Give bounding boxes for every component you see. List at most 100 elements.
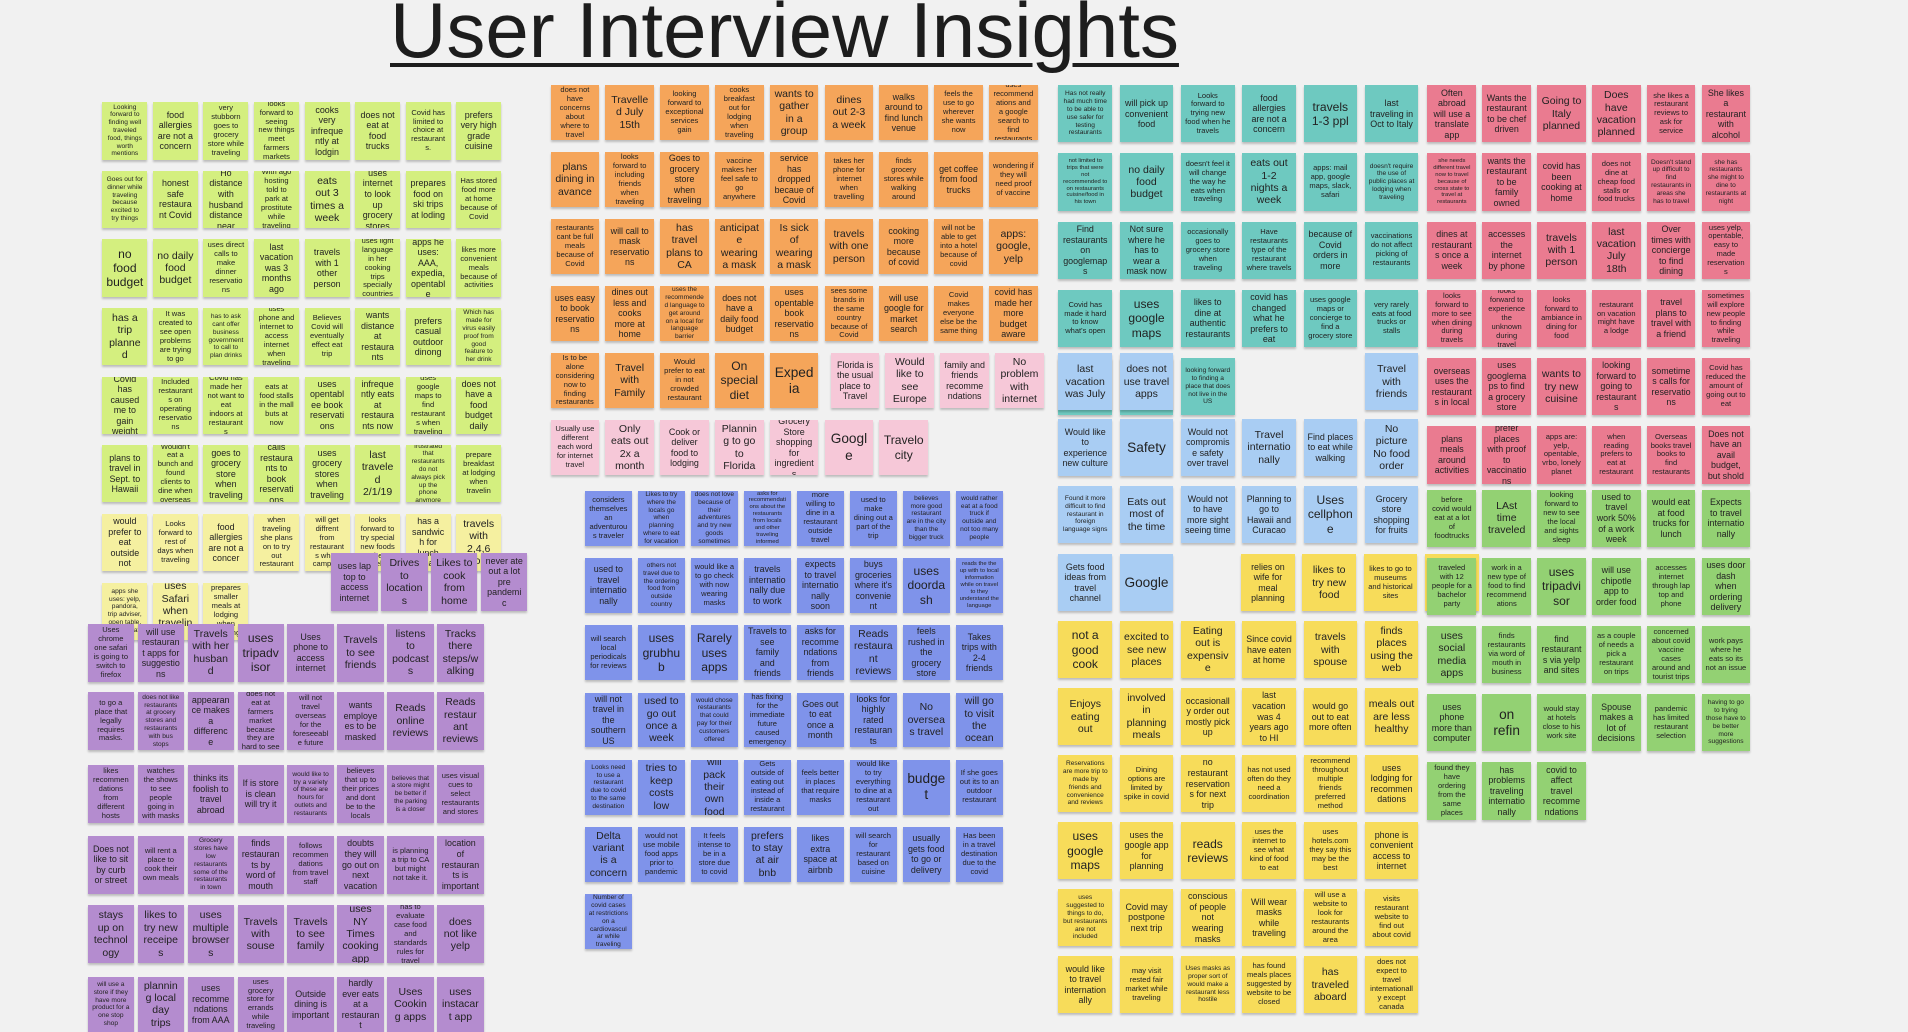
sticky-note-red[interactable]: wants the restaurant to be family owned bbox=[1482, 153, 1532, 211]
sticky-note-purple[interactable]: uses NY Times cooking app bbox=[337, 904, 384, 964]
sticky-note-green[interactable]: accesses internet through lap top and ph… bbox=[1646, 557, 1696, 616]
sticky-note-orange[interactable]: wondering if they will need proof of vac… bbox=[989, 152, 1038, 208]
sticky-note-red[interactable]: sometimes will explore new people to fin… bbox=[1701, 289, 1751, 348]
sticky-note-orange[interactable]: feels the use to go wherever she wants n… bbox=[934, 85, 983, 141]
sticky-note-blue[interactable]: Travels to see family and friends bbox=[743, 625, 792, 681]
sticky-note-blue[interactable]: Number of covid cases at restrictions on… bbox=[584, 894, 633, 950]
sticky-note-green[interactable]: finds restaurants via word of mouth in b… bbox=[1482, 626, 1532, 684]
sticky-note-lime[interactable]: looks forward to seeing new things meet … bbox=[253, 102, 299, 160]
sticky-note-lime[interactable]: does not have a food budget daily bbox=[456, 376, 502, 434]
sticky-note-orange[interactable]: will call to mask reservations bbox=[605, 219, 655, 275]
sticky-note-orange[interactable]: restaurants cant be full meals because o… bbox=[550, 219, 600, 275]
sticky-note-teal[interactable]: uses google maps or concierge to find a … bbox=[1303, 289, 1358, 348]
sticky-note-red[interactable]: dines at restaurants once a week bbox=[1427, 221, 1477, 279]
sticky-note-pink[interactable]: Planning to go to Florida bbox=[714, 420, 764, 475]
sticky-note-red[interactable]: sometimes calls for reservations bbox=[1646, 358, 1696, 416]
sticky-note-orange[interactable]: Is to be alone considering now to findin… bbox=[550, 353, 600, 409]
sticky-note-purple[interactable]: uses recommendations from AAA bbox=[187, 976, 234, 1032]
sticky-note-purple[interactable]: hardly ever eats at a restaurant bbox=[337, 976, 384, 1032]
sticky-note-pink[interactable]: Google bbox=[824, 420, 874, 475]
sticky-note-orange[interactable]: dines out 2-3 a week bbox=[824, 85, 874, 141]
sticky-note-light_blue[interactable]: does not use travel apps bbox=[1119, 353, 1174, 411]
sticky-note-orange[interactable]: Would prefer to eat in not crowded resta… bbox=[660, 353, 709, 409]
sticky-note-light_blue[interactable]: Would like to experience new culture bbox=[1058, 418, 1113, 477]
sticky-note-red[interactable]: she needs different travel now to travel… bbox=[1427, 153, 1477, 211]
sticky-note-purple[interactable]: will not travel overseas for the foresee… bbox=[287, 691, 334, 751]
sticky-note-blue[interactable]: has fixing for the immediate future caus… bbox=[743, 692, 792, 748]
sticky-note-purple[interactable]: Likes to cook from home bbox=[431, 552, 478, 612]
sticky-note-orange[interactable]: has travel plans to CA bbox=[660, 219, 709, 275]
sticky-note-purple[interactable]: Does not like to sit by curb or street bbox=[87, 835, 134, 894]
sticky-note-orange[interactable]: does not have a daily food budget bbox=[714, 286, 764, 342]
sticky-note-purple[interactable]: finds restaurants by word of mouth bbox=[237, 835, 284, 894]
sticky-note-green[interactable]: on refin bbox=[1482, 694, 1532, 752]
sticky-note-teal[interactable]: likes to dine at authentic restaurants bbox=[1180, 289, 1235, 348]
sticky-note-lime[interactable]: last traveled 2/1/19 bbox=[355, 445, 401, 503]
sticky-note-orange[interactable]: uses easy to book reservations bbox=[550, 286, 600, 342]
sticky-note-lime[interactable]: Goes out for dinner while traveling beca… bbox=[102, 170, 148, 229]
sticky-note-teal[interactable]: uses googlemaps bbox=[1119, 289, 1174, 348]
sticky-note-yellow[interactable]: Since covid have eaten at home bbox=[1242, 621, 1296, 679]
sticky-note-yellow[interactable]: uses lodging for recommendations bbox=[1364, 755, 1419, 813]
sticky-note-lime[interactable]: cooks very infrequently at lodgin bbox=[304, 102, 350, 160]
sticky-note-light_blue[interactable]: No picture No food order bbox=[1364, 418, 1419, 477]
sticky-note-yellow[interactable]: uses hotels.com they say this may be the… bbox=[1303, 822, 1358, 880]
sticky-note-red[interactable]: Does not have an avail budget, but shold bbox=[1701, 426, 1751, 484]
sticky-note-purple[interactable]: would like to try a variety of these are… bbox=[287, 764, 334, 824]
sticky-note-red[interactable]: she has restaurants she might to dine to… bbox=[1701, 153, 1751, 211]
sticky-note-light_blue[interactable]: Find places to eat while walking bbox=[1303, 418, 1358, 477]
sticky-note-purple[interactable]: Travels with souse bbox=[237, 904, 284, 964]
sticky-note-lime[interactable]: has to ask cant offer business governmen… bbox=[203, 308, 249, 366]
sticky-note-lime[interactable]: food allergies are not a concern bbox=[152, 102, 198, 160]
sticky-note-lime[interactable]: Covid has limited to choice at restauran… bbox=[405, 102, 451, 160]
sticky-note-orange[interactable]: dines out less and cooks more at home bbox=[605, 286, 655, 342]
sticky-note-purple[interactable]: follows recommendations from travel staf… bbox=[287, 835, 334, 894]
sticky-note-yellow[interactable]: likes to try new food bbox=[1302, 554, 1356, 612]
sticky-note-green[interactable]: uses tripadvisor bbox=[1537, 557, 1586, 616]
sticky-note-purple[interactable]: Grocery stores have low restaurants some… bbox=[187, 835, 234, 894]
sticky-note-purple[interactable]: is planning a trip to CA but might not t… bbox=[387, 835, 434, 894]
sticky-note-purple[interactable]: believes that a store might be better if… bbox=[387, 764, 434, 824]
sticky-note-blue[interactable]: would like a to go check with now wearin… bbox=[690, 558, 739, 613]
sticky-note-teal[interactable]: Have restaurants type of the restaurant … bbox=[1242, 221, 1296, 279]
sticky-note-light_blue[interactable]: Planning to go to Hawaii and Curacao bbox=[1242, 485, 1296, 544]
sticky-note-teal[interactable]: eats out 1-2 nights a week bbox=[1242, 153, 1296, 211]
sticky-note-lime[interactable]: apps he uses: AAA, expedia, opentable bbox=[405, 239, 451, 297]
sticky-note-orange[interactable]: Expedia bbox=[769, 353, 819, 409]
sticky-note-lime[interactable]: no food budget bbox=[102, 239, 148, 297]
sticky-note-teal[interactable]: not limited to trips that were not recom… bbox=[1058, 153, 1113, 211]
sticky-note-pink[interactable]: Usually use different each word for inte… bbox=[550, 420, 600, 475]
sticky-note-green[interactable]: would eat at food trucks for lunch bbox=[1646, 489, 1696, 547]
sticky-note-green[interactable]: traveled with 12 people for a bachelor p… bbox=[1427, 557, 1477, 616]
sticky-note-red[interactable]: overseas uses the restaurants in local bbox=[1427, 358, 1477, 416]
sticky-note-lime[interactable]: Ho distance with husband distance near bbox=[203, 170, 249, 229]
sticky-note-blue[interactable]: buys groceries where it's convenient bbox=[849, 558, 898, 613]
sticky-note-yellow[interactable]: Covid may postpone next trip bbox=[1119, 889, 1174, 947]
sticky-note-teal[interactable]: doesn't feel it will change the way he e… bbox=[1180, 153, 1235, 211]
sticky-note-purple[interactable]: does not eat at farmers market because t… bbox=[237, 691, 284, 751]
sticky-note-blue[interactable]: considers themselves an adventurous trav… bbox=[584, 490, 633, 546]
sticky-note-yellow[interactable]: excited to see new places bbox=[1119, 621, 1174, 679]
sticky-note-light_blue[interactable]: Would not to have more sight seeing time bbox=[1180, 485, 1235, 544]
sticky-note-yellow_light[interactable]: food allergies are not a concer bbox=[203, 513, 249, 572]
sticky-note-green[interactable]: pandemic has limited restaurant selectio… bbox=[1646, 694, 1696, 752]
sticky-note-green[interactable]: Expects to travel internationally bbox=[1701, 489, 1751, 547]
sticky-note-purple[interactable]: to go a place that legally requires mask… bbox=[87, 691, 134, 751]
sticky-note-purple[interactable]: will rent a place to cook their own meal… bbox=[137, 835, 184, 894]
sticky-note-orange[interactable]: sees some brands in the same country bec… bbox=[824, 286, 874, 342]
sticky-note-yellow[interactable]: visits restaurant website to find out ab… bbox=[1364, 889, 1419, 947]
sticky-note-purple[interactable]: likes to try new receipes bbox=[137, 904, 184, 964]
sticky-note-orange[interactable]: On special diet bbox=[714, 353, 764, 409]
sticky-note-yellow[interactable]: has traveled aboard bbox=[1303, 956, 1358, 1014]
sticky-note-orange[interactable]: looking forward to exceptional services … bbox=[660, 85, 709, 141]
sticky-note-red[interactable]: apps are: yelp, opentable, vrbo, lonely … bbox=[1537, 426, 1586, 484]
sticky-note-purple[interactable]: uses visual cues to select restaurants a… bbox=[437, 764, 484, 824]
sticky-note-green[interactable]: has problems traveling internationally bbox=[1482, 762, 1532, 820]
sticky-note-green[interactable]: work pays where he eats so its not an is… bbox=[1701, 626, 1751, 684]
sticky-note-orange[interactable]: uses recommendations and a google search… bbox=[989, 85, 1038, 141]
sticky-note-green[interactable]: Spouse makes a lot of decisions bbox=[1591, 694, 1641, 752]
sticky-note-purple[interactable]: Uses chrome one safari is going to switc… bbox=[87, 623, 134, 683]
sticky-note-orange[interactable]: Travel with Family bbox=[605, 353, 655, 409]
sticky-note-pink[interactable]: Only eats out 2x a month bbox=[605, 420, 655, 475]
sticky-note-red[interactable]: She likes a restaurant with alcohol bbox=[1701, 85, 1751, 143]
